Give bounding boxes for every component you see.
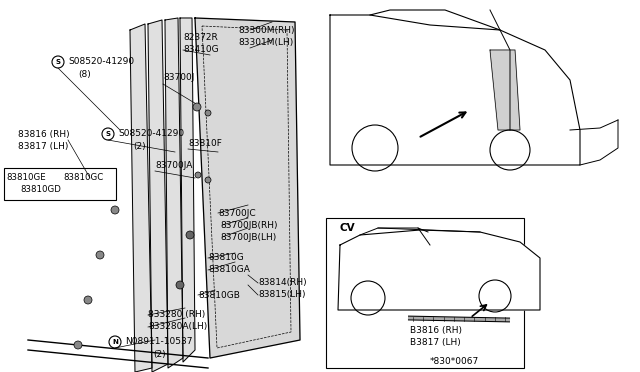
- Circle shape: [186, 231, 194, 239]
- Text: N08911-10537: N08911-10537: [125, 337, 193, 346]
- Text: 82372R: 82372R: [183, 33, 218, 42]
- Circle shape: [111, 206, 119, 214]
- Text: 83810F: 83810F: [188, 138, 222, 148]
- Circle shape: [96, 251, 104, 259]
- Polygon shape: [195, 18, 300, 358]
- Text: B3817 (LH): B3817 (LH): [410, 337, 461, 346]
- Text: 83816 (RH): 83816 (RH): [18, 129, 70, 138]
- Text: 83410G: 83410G: [183, 45, 219, 55]
- Text: 83810GD: 83810GD: [20, 186, 61, 195]
- Polygon shape: [148, 20, 168, 372]
- Text: S: S: [56, 59, 61, 65]
- Text: 833280A(LH): 833280A(LH): [148, 323, 207, 331]
- Text: S: S: [106, 131, 111, 137]
- Circle shape: [205, 110, 211, 116]
- Text: 83700JC: 83700JC: [218, 208, 255, 218]
- Text: (8): (8): [78, 70, 91, 78]
- Text: 83700JB(RH): 83700JB(RH): [220, 221, 278, 230]
- Text: CV: CV: [340, 223, 356, 233]
- Text: *830*0067: *830*0067: [430, 357, 479, 366]
- Text: 83301M(LH): 83301M(LH): [238, 38, 293, 46]
- Text: 83810G: 83810G: [208, 253, 244, 263]
- Text: (2): (2): [133, 141, 146, 151]
- Text: 83815(LH): 83815(LH): [258, 291, 305, 299]
- Text: N: N: [112, 339, 118, 345]
- Text: 83300M(RH): 83300M(RH): [238, 26, 294, 35]
- Text: S08520-41290: S08520-41290: [118, 129, 184, 138]
- Text: 83814(RH): 83814(RH): [258, 279, 307, 288]
- Text: 83700JA: 83700JA: [155, 160, 193, 170]
- Text: 83810GA: 83810GA: [208, 266, 250, 275]
- Text: 83810GC: 83810GC: [63, 173, 103, 183]
- Polygon shape: [330, 15, 580, 165]
- Polygon shape: [490, 50, 520, 130]
- Circle shape: [193, 103, 201, 111]
- Circle shape: [84, 296, 92, 304]
- Text: S08520-41290: S08520-41290: [68, 58, 134, 67]
- Text: (2): (2): [153, 350, 166, 359]
- Text: 83810GE: 83810GE: [6, 173, 45, 183]
- Polygon shape: [180, 18, 195, 362]
- Text: 83700JB(LH): 83700JB(LH): [220, 232, 276, 241]
- Polygon shape: [130, 24, 152, 372]
- Circle shape: [195, 172, 201, 178]
- Text: 83810GB: 83810GB: [198, 291, 240, 299]
- Polygon shape: [165, 18, 183, 368]
- Text: 83700J: 83700J: [163, 74, 195, 83]
- Bar: [4, 168, 116, 200]
- Text: 833280 (RH): 833280 (RH): [148, 311, 205, 320]
- Circle shape: [176, 281, 184, 289]
- Circle shape: [74, 341, 82, 349]
- Text: B3816 (RH): B3816 (RH): [410, 326, 462, 334]
- Circle shape: [205, 177, 211, 183]
- Text: 83817 (LH): 83817 (LH): [18, 141, 68, 151]
- Polygon shape: [338, 230, 540, 310]
- Bar: [326, 218, 524, 368]
